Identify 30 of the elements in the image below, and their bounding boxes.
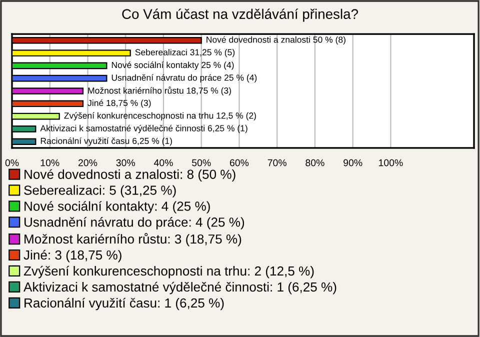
data-label: Nové sociální kontakty 25 % (4)	[112, 62, 234, 70]
x-tick-label: 80%	[306, 159, 324, 166]
data-label: Nové dovednosti a znalosti 50 % (8)	[206, 36, 346, 44]
legend-label: Racionální využití času: 1 (6,25 %)	[24, 298, 224, 310]
chart-title: Co Vám účast na vzdělávání přinesla?	[122, 8, 358, 22]
x-tick-label: 100%	[379, 159, 403, 166]
data-label: Racionální využití času 6,25 % (1)	[40, 137, 172, 146]
legend-label: Nové sociální kontakty: 4 (25 %)	[24, 201, 210, 214]
data-label: Usnadnění návratu do práce 25 % (4)	[112, 74, 257, 82]
x-tick-label: 40%	[154, 159, 173, 166]
x-tick-label: 60%	[230, 159, 249, 166]
data-label: Aktivizaci k samostatné výdělečné činnosti 6,25 % (1)	[40, 124, 248, 134]
legend-label: Zvýšení konkurenceschopnosti na trhu: 2 (12,5 %)	[24, 266, 314, 278]
x-tick-label: 30%	[116, 159, 135, 166]
legend-label: Jiné: 3 (18,75 %)	[24, 250, 122, 262]
data-label: Seberealizaci 31,25 % (5)	[135, 48, 235, 58]
x-tick-label: 10%	[40, 159, 60, 166]
x-tick-label: 90%	[344, 159, 362, 166]
legend-label: Usnadnění návratu do práce: 4 (25 %)	[24, 217, 244, 230]
data-label: Zvýšení konkurenceschopnosti na trhu 12,5 % (2)	[64, 112, 256, 120]
legend-label: Aktivizaci k samostatné výdělečné činnosti: 1 (6,25 %)	[24, 282, 336, 294]
x-tick-label: 50%	[192, 159, 211, 166]
data-label: Jiné 18,75 % (3)	[88, 100, 151, 108]
legend-label: Možnost kariérního růstu: 3 (18,75 %)	[24, 233, 242, 246]
legend-label: Nové dovednosti a znalosti: 8 (50 %)	[24, 169, 236, 182]
x-tick-label: 20%	[78, 159, 98, 166]
x-tick-label: 0%	[5, 159, 19, 166]
legend-label: Seberealizaci: 5 (31,25 %)	[24, 185, 176, 198]
x-tick-label: 70%	[268, 159, 286, 166]
data-label: Možnost kariérního růstu 18,75 % (3)	[88, 86, 231, 96]
